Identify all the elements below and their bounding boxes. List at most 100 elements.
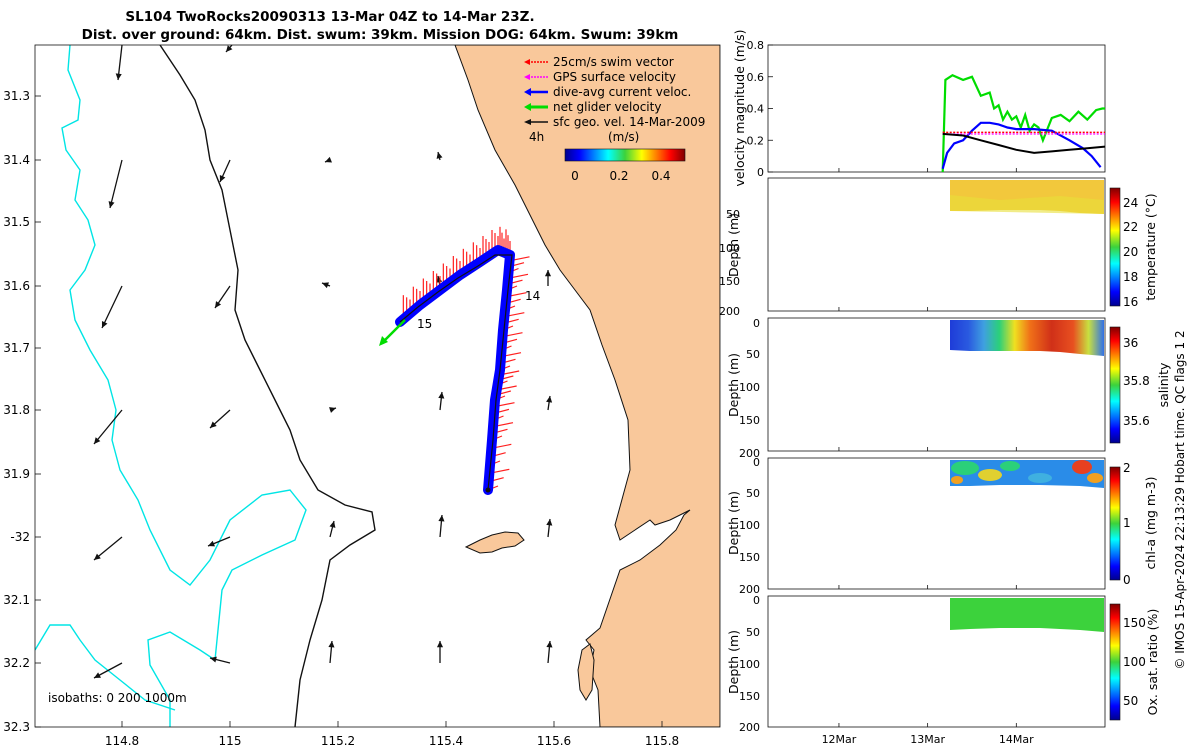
geo-arrow — [108, 159, 123, 209]
annotation-14: 14 — [525, 289, 540, 303]
oxy-cbar-150: 150 — [1123, 616, 1146, 630]
panel-xtick-label: 12Mar — [822, 733, 857, 746]
geo-arrow — [115, 45, 123, 81]
legend-dive-avg: dive-avg current veloc. — [524, 85, 691, 99]
annotation-15: 15 — [417, 317, 432, 331]
velocity-ytick-label: 0.4 — [747, 103, 765, 116]
velocity-y-ticks: 0 0.2 0.4 0.6 0.8 — [747, 39, 773, 179]
geo-arrow — [328, 640, 335, 664]
figure-title-line2: Dist. over ground: 64km. Dist. swum: 39k… — [82, 27, 679, 43]
geo-arrow — [93, 409, 123, 445]
geo-arrow — [209, 409, 231, 429]
map-ytick-label: 31.8 — [3, 403, 30, 417]
temp-cbar-22: 22 — [1123, 220, 1138, 234]
temp-cbar-24: 24 — [1123, 196, 1138, 210]
map-panel: 14 15 isobaths: 0 200 1000m 25cm/s swim … — [3, 44, 721, 748]
map-ytick-label: 31.6 — [3, 279, 30, 293]
salinity-colorbar — [1109, 326, 1121, 444]
velocity-ylabel: velocity magnitude (m/s) — [732, 29, 747, 186]
geo-arrow — [93, 662, 123, 679]
oxy-ytick-0: 0 — [753, 594, 760, 607]
oxy-ytick-50: 50 — [746, 626, 760, 639]
sal-ytick-150: 150 — [739, 414, 760, 427]
chla-cbar-1: 1 — [1123, 516, 1131, 530]
temperature-cbar-label: temperature (°C) — [1143, 193, 1158, 300]
temperature-ylabel: Depth (m) — [726, 213, 741, 277]
panel-xtick-label: 14Mar — [999, 733, 1034, 746]
legend-geo-velocity-label: sfc geo. vel. 14-Mar-2009 — [553, 115, 705, 129]
temp-ytick-100: 100 — [719, 242, 740, 255]
map-cbar-tick-1: 0.2 — [609, 169, 628, 183]
map-colorbar-unit: (m/s) — [608, 130, 639, 144]
geo-arrow — [436, 641, 444, 663]
panel-xtick-label: 13Mar — [910, 733, 945, 746]
chla-section — [950, 460, 1104, 488]
sal-ytick-200: 200 — [739, 447, 760, 460]
sal-cbar-35.8: 35.8 — [1123, 374, 1150, 388]
geo-arrow — [321, 282, 331, 289]
glider-track — [399, 254, 513, 491]
oxy-cbar-50: 50 — [1123, 694, 1138, 708]
map-colorbar — [564, 148, 686, 162]
legend-net-velocity: net glider velocity — [524, 100, 661, 114]
map-ytick-label: 31.9 — [3, 467, 30, 481]
geostrophic-arrows — [93, 45, 553, 679]
map-legend: 25cm/s swim vector GPS surface velocity … — [524, 55, 705, 183]
temp-cbar-16: 16 — [1123, 295, 1138, 309]
temp-ytick-150: 150 — [719, 275, 740, 288]
geo-arrow — [225, 45, 233, 53]
velocity-ytick-label: 0.2 — [747, 134, 765, 147]
map-ytick-label: 32.3 — [3, 720, 30, 734]
velocity-axes — [767, 44, 1106, 173]
map-xtick-label: 115.4 — [429, 734, 463, 748]
geo-arrow — [324, 156, 332, 163]
geo-arrow — [546, 640, 553, 664]
net-velocity-arrow — [382, 319, 406, 343]
geo-arrow — [436, 151, 443, 161]
oxygen-panel: 0 50 100 150 200 Depth (m) 50 100 150 Ox… — [726, 594, 1160, 734]
chla-ytick-150: 150 — [739, 551, 760, 564]
sal-cbar-36: 36 — [1123, 336, 1138, 350]
figure-title-line1: SL104 TwoRocks20090313 13-Mar 04Z to 14-… — [125, 9, 534, 25]
oxygen-cbar-label: Ox. sat. ratio (%) — [1145, 609, 1160, 716]
salinity-panel: 0 50 100 150 200 Depth (m) 35.6 35.8 36 … — [726, 317, 1171, 460]
geo-arrow — [214, 285, 231, 309]
map-x-ticks: 114.8 115 115.2 115.4 115.6 115.8 — [105, 721, 679, 748]
chla-ytick-200: 200 — [739, 583, 760, 596]
garden-island — [577, 643, 595, 701]
geo-arrow — [544, 270, 552, 286]
velocity-series-line — [941, 121, 1102, 170]
map-ytick-label: 32.1 — [3, 593, 30, 607]
chla-ytick-50: 50 — [746, 487, 760, 500]
sal-ytick-0: 0 — [753, 317, 760, 330]
chla-ytick-100: 100 — [739, 519, 760, 532]
oxygen-colorbar — [1109, 603, 1121, 721]
sal-cbar-35.6: 35.6 — [1123, 414, 1150, 428]
chla-ylabel: Depth (m) — [726, 491, 741, 555]
temp-ytick-200: 200 — [719, 305, 740, 318]
chla-patches — [951, 460, 1103, 484]
legend-net-velocity-label: net glider velocity — [553, 100, 661, 114]
map-y-ticks: 31.3 31.4 31.5 31.6 31.7 31.8 31.9 -32 32.1 32.2 3… — [3, 89, 41, 734]
geo-arrow — [329, 407, 337, 413]
net-velocity-arrowhead — [379, 336, 388, 346]
velocity-panel: 0 0.2 0.4 0.6 0.8 velocity magnitude (m/s) — [732, 29, 1106, 187]
salinity-ylabel: Depth (m) — [726, 353, 741, 417]
legend-geo-velocity: sfc geo. vel. 14-Mar-2009 — [524, 115, 705, 129]
geo-arrow — [219, 159, 231, 183]
map-ytick-label: 31.5 — [3, 215, 30, 229]
chla-colorbar — [1109, 466, 1121, 581]
map-cbar-tick-0: 0 — [571, 169, 579, 183]
map-xtick-label: 115.8 — [645, 734, 679, 748]
temperature-panel: 50 100 150 200 Depth (m) 16 18 20 22 24 … — [719, 177, 1158, 318]
legend-dive-avg-label: dive-avg current veloc. — [553, 85, 691, 99]
chla-panel: 0 50 100 150 200 Depth (m) 0 1 2 chl-a (… — [726, 456, 1158, 596]
velocity-ytick-label: 0 — [757, 166, 764, 179]
map-ytick-label: 31.3 — [3, 89, 30, 103]
salinity-section — [950, 320, 1104, 356]
track-start — [485, 487, 491, 493]
geo-arrow — [329, 520, 336, 538]
map-xtick-label: 115 — [219, 734, 242, 748]
temp-cbar-20: 20 — [1123, 245, 1138, 259]
